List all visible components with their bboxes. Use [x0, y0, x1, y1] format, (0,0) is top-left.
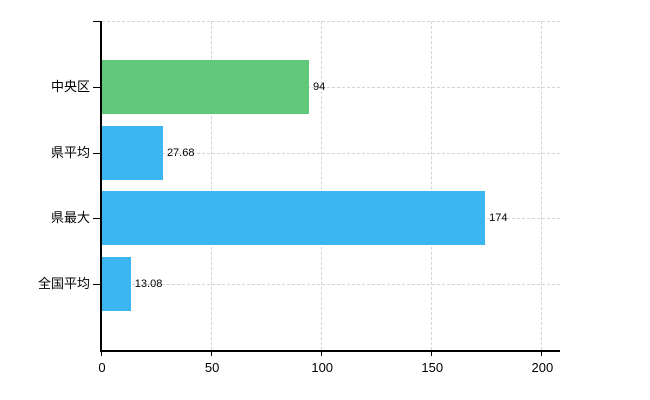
x-tick-label-150: 150: [421, 360, 444, 375]
x-axis-tick-50: [211, 350, 213, 356]
category-label-1: 県平均: [50, 144, 90, 160]
y-axis-tick-1: [93, 152, 100, 154]
x-tick-label-200: 200: [531, 360, 554, 375]
gridline-vertical-100: [321, 21, 323, 350]
gridline-vertical-50: [211, 21, 213, 350]
value-label-1: 27.68: [166, 146, 195, 159]
category-label-2: 県最大: [50, 210, 90, 226]
gridline-vertical-200: [541, 21, 543, 350]
bar-3[interactable]: [102, 257, 131, 312]
gridline-horizontal-1: [102, 152, 560, 154]
value-label-0: 94: [312, 80, 326, 93]
x-axis-tick-150: [431, 350, 433, 356]
category-label-0: 中央区: [50, 78, 90, 94]
x-axis-tick-0: [101, 350, 102, 356]
gridline-top-boundary: [102, 21, 560, 22]
bar-0[interactable]: [102, 59, 309, 114]
x-axis-tick-200: [541, 350, 543, 356]
y-axis-tick-3: [93, 284, 100, 286]
x-tick-label-0: 0: [98, 360, 106, 375]
bar-2[interactable]: [102, 191, 486, 246]
plot-area: 94 27.68 174 13.08 0 50 100 150 200: [98, 21, 560, 375]
y-axis-tick-2: [93, 218, 100, 220]
value-label-3: 13.08: [134, 278, 163, 291]
x-tick-label-100: 100: [311, 360, 334, 375]
gridline-horizontal-3: [102, 284, 560, 286]
x-tick-label-50: 50: [204, 360, 220, 375]
gridline-horizontal-0: [102, 86, 560, 88]
y-axis-tick-0: [93, 86, 100, 88]
x-axis-tick-100: [321, 350, 323, 356]
value-label-2: 174: [489, 212, 508, 225]
gridline-vertical-150: [431, 21, 433, 350]
category-label-3: 全国平均: [37, 276, 90, 292]
y-axis-top-tick: [93, 21, 100, 22]
bar-1[interactable]: [102, 125, 163, 180]
